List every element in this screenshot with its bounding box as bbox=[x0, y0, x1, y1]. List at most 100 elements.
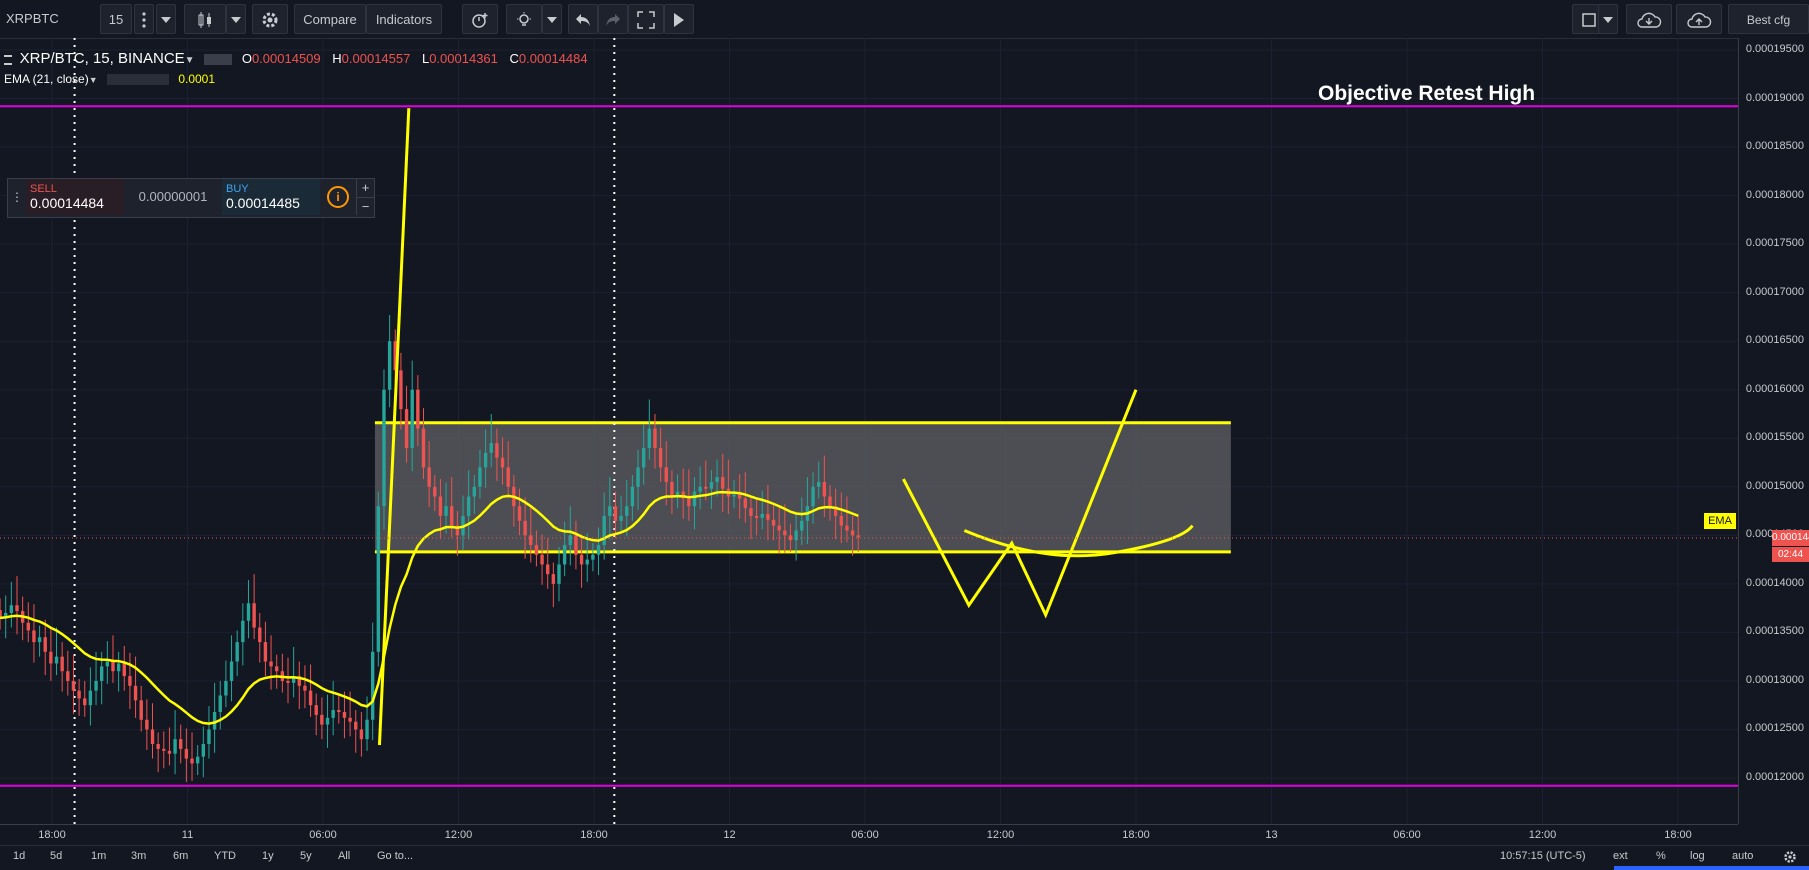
legend-buttons-icon[interactable] bbox=[204, 54, 233, 66]
candle-body bbox=[156, 744, 160, 749]
candle-body bbox=[348, 717, 352, 722]
candle-body bbox=[636, 467, 640, 487]
more-vertical-icon[interactable] bbox=[134, 4, 154, 34]
candle-body bbox=[365, 719, 369, 740]
range-5y[interactable]: 5y bbox=[300, 850, 312, 862]
series-title[interactable]: XRP/BTC, 15, BINANCE bbox=[19, 50, 185, 67]
play-icon[interactable] bbox=[664, 4, 694, 34]
range-6m[interactable]: 6m bbox=[173, 850, 189, 862]
candle-body bbox=[359, 729, 364, 740]
range-ytd[interactable]: YTD bbox=[214, 850, 236, 862]
candle-body bbox=[698, 486, 702, 492]
candle-body bbox=[466, 496, 471, 516]
menu-icon[interactable] bbox=[4, 54, 12, 65]
undo-icon[interactable] bbox=[568, 4, 598, 34]
candles-icon[interactable] bbox=[184, 4, 226, 34]
candle-body bbox=[88, 690, 93, 706]
candle-body bbox=[399, 370, 403, 410]
plus-icon[interactable]: + bbox=[361, 180, 370, 195]
bulb-icon[interactable] bbox=[506, 4, 542, 34]
settings-icon[interactable] bbox=[252, 4, 288, 34]
time-tick: 18:00 bbox=[1664, 829, 1692, 841]
range-3m[interactable]: 3m bbox=[131, 850, 147, 862]
cloud-save-icon[interactable] bbox=[1626, 4, 1672, 34]
time-tick: 18:00 bbox=[38, 829, 66, 841]
time-tick: 18:00 bbox=[580, 829, 608, 841]
price-axis[interactable]: 0.00019500 0.00019000 0.00018500 0.00018000… bbox=[1738, 38, 1809, 824]
candle-body bbox=[732, 494, 736, 497]
range-all[interactable]: All bbox=[338, 850, 351, 862]
candle-body bbox=[133, 685, 138, 701]
chevron-down-icon[interactable] bbox=[156, 4, 176, 34]
time-axis[interactable]: 18:00 11 06:00 12:00 18:00 12 06:00 12:00 18:00 1… bbox=[0, 824, 1738, 849]
candle-body bbox=[275, 666, 279, 672]
range-1y[interactable]: 1y bbox=[262, 850, 274, 862]
time-tick: 13 bbox=[1265, 829, 1278, 841]
fullscreen-icon[interactable] bbox=[628, 4, 664, 34]
interval-select[interactable]: 15 bbox=[100, 4, 132, 34]
time-tick: 12:00 bbox=[986, 829, 1015, 841]
chevron-down-icon[interactable] bbox=[226, 4, 246, 34]
gear-icon[interactable] bbox=[1783, 850, 1797, 869]
candle-body bbox=[653, 428, 657, 448]
percent-toggle[interactable]: % bbox=[1656, 850, 1666, 862]
forecast-curve bbox=[963, 524, 1194, 558]
price-tick: 0.00015500 bbox=[1745, 431, 1804, 444]
ema-buttons-icon[interactable] bbox=[106, 74, 169, 86]
candle-body bbox=[557, 564, 561, 584]
low-value: 0.00014361 bbox=[429, 51, 498, 66]
best-cfg-button[interactable]: Best cfg bbox=[1728, 4, 1809, 34]
chevron-down-icon[interactable] bbox=[542, 4, 562, 34]
candle-body bbox=[613, 506, 618, 521]
alert-icon[interactable] bbox=[462, 4, 498, 34]
auto-toggle[interactable]: auto bbox=[1732, 850, 1754, 862]
candle-body bbox=[596, 545, 601, 555]
bar-countdown: 02:44 bbox=[1772, 547, 1809, 562]
candle-body bbox=[145, 719, 149, 730]
cloud-upload-icon[interactable] bbox=[1676, 4, 1722, 34]
chart-pane[interactable]: Objective Retest High bbox=[0, 38, 1738, 824]
candle-body bbox=[681, 491, 685, 499]
buy-button[interactable]: BUY 0.00014485 bbox=[222, 179, 320, 215]
candle-body bbox=[540, 554, 544, 565]
info-icon[interactable]: i bbox=[320, 179, 356, 215]
minus-icon[interactable]: − bbox=[357, 197, 374, 216]
candle-body bbox=[331, 710, 335, 718]
candle-body bbox=[291, 676, 296, 683]
drag-handle-icon[interactable]: ⋮ bbox=[11, 190, 23, 204]
candle-body bbox=[410, 389, 414, 448]
candle-body bbox=[811, 486, 815, 507]
time-tick: 12 bbox=[723, 829, 736, 841]
symbol-search-input[interactable]: XRPBTC bbox=[0, 4, 96, 34]
price-tick: 0.00013500 bbox=[1745, 625, 1804, 638]
log-toggle[interactable]: log bbox=[1690, 850, 1705, 862]
candle-body bbox=[794, 530, 798, 541]
ema-label[interactable]: EMA (21, close) bbox=[4, 72, 89, 86]
chevron-down-icon[interactable] bbox=[1598, 4, 1618, 34]
range-5d[interactable]: 5d bbox=[50, 850, 63, 862]
ext-toggle[interactable]: ext bbox=[1613, 850, 1628, 862]
indicators-button[interactable]: Indicators bbox=[366, 4, 442, 34]
candle-body bbox=[382, 389, 386, 507]
redo-icon[interactable] bbox=[598, 4, 628, 34]
range-1d[interactable]: 1d bbox=[13, 850, 26, 862]
clock: 10:57:15 (UTC-5) bbox=[1500, 850, 1586, 862]
candle-body bbox=[495, 443, 499, 458]
high-label: H bbox=[332, 51, 342, 66]
candle-body bbox=[32, 630, 36, 643]
candle-body bbox=[54, 656, 59, 664]
range-1m[interactable]: 1m bbox=[91, 850, 107, 862]
candle-body bbox=[579, 554, 584, 565]
compare-button[interactable]: Compare bbox=[294, 4, 366, 34]
candle-body bbox=[630, 486, 635, 507]
candle-body bbox=[258, 627, 262, 643]
sell-label: SELL bbox=[30, 183, 57, 195]
candle-body bbox=[647, 428, 652, 448]
price-tick: 0.00017000 bbox=[1745, 285, 1804, 298]
candle-body bbox=[478, 467, 482, 487]
sell-button[interactable]: SELL 0.00014484 bbox=[26, 179, 124, 215]
candle-body bbox=[325, 717, 330, 725]
candle-body bbox=[179, 739, 183, 749]
goto-button[interactable]: Go to... bbox=[377, 850, 414, 862]
candle-body bbox=[122, 663, 126, 677]
